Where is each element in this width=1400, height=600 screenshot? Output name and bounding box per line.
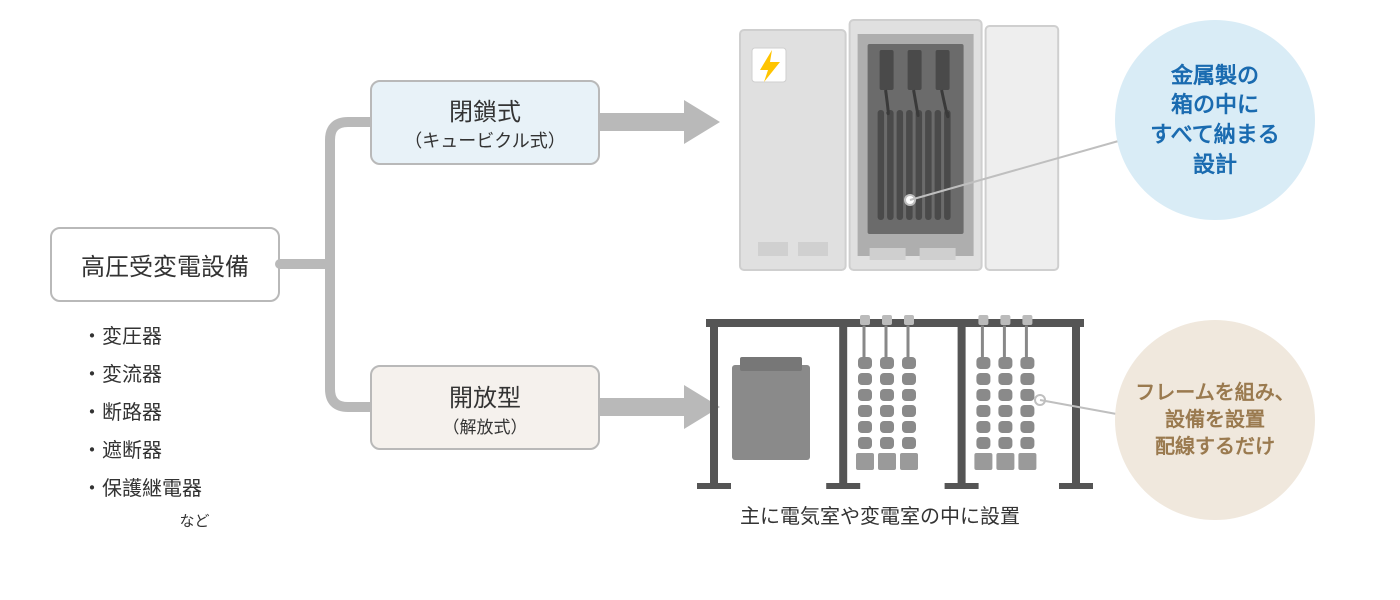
branch-subtitle: （解放式） bbox=[443, 413, 528, 438]
callout-text: フレームを組み、設備を設置配線するだけ bbox=[1135, 380, 1294, 461]
callout-closed: 金属製の箱の中にすべて納まる設計 bbox=[1115, 20, 1315, 220]
callout-open: フレームを組み、設備を設置配線するだけ bbox=[1115, 320, 1315, 520]
branch-node-closed: 閉鎖式（キュービクル式） bbox=[370, 80, 600, 165]
branch-title: 閉鎖式 bbox=[449, 92, 521, 127]
branch-subtitle: （キュービクル式） bbox=[404, 127, 565, 153]
caption-open: 主に電気室や変電室の中に設置 bbox=[740, 500, 1020, 529]
callout-text: 金属製の箱の中にすべて納まる設計 bbox=[1150, 61, 1280, 180]
branch-node-open: 開放型（解放式） bbox=[370, 365, 600, 450]
branch-title: 開放型 bbox=[449, 378, 521, 413]
